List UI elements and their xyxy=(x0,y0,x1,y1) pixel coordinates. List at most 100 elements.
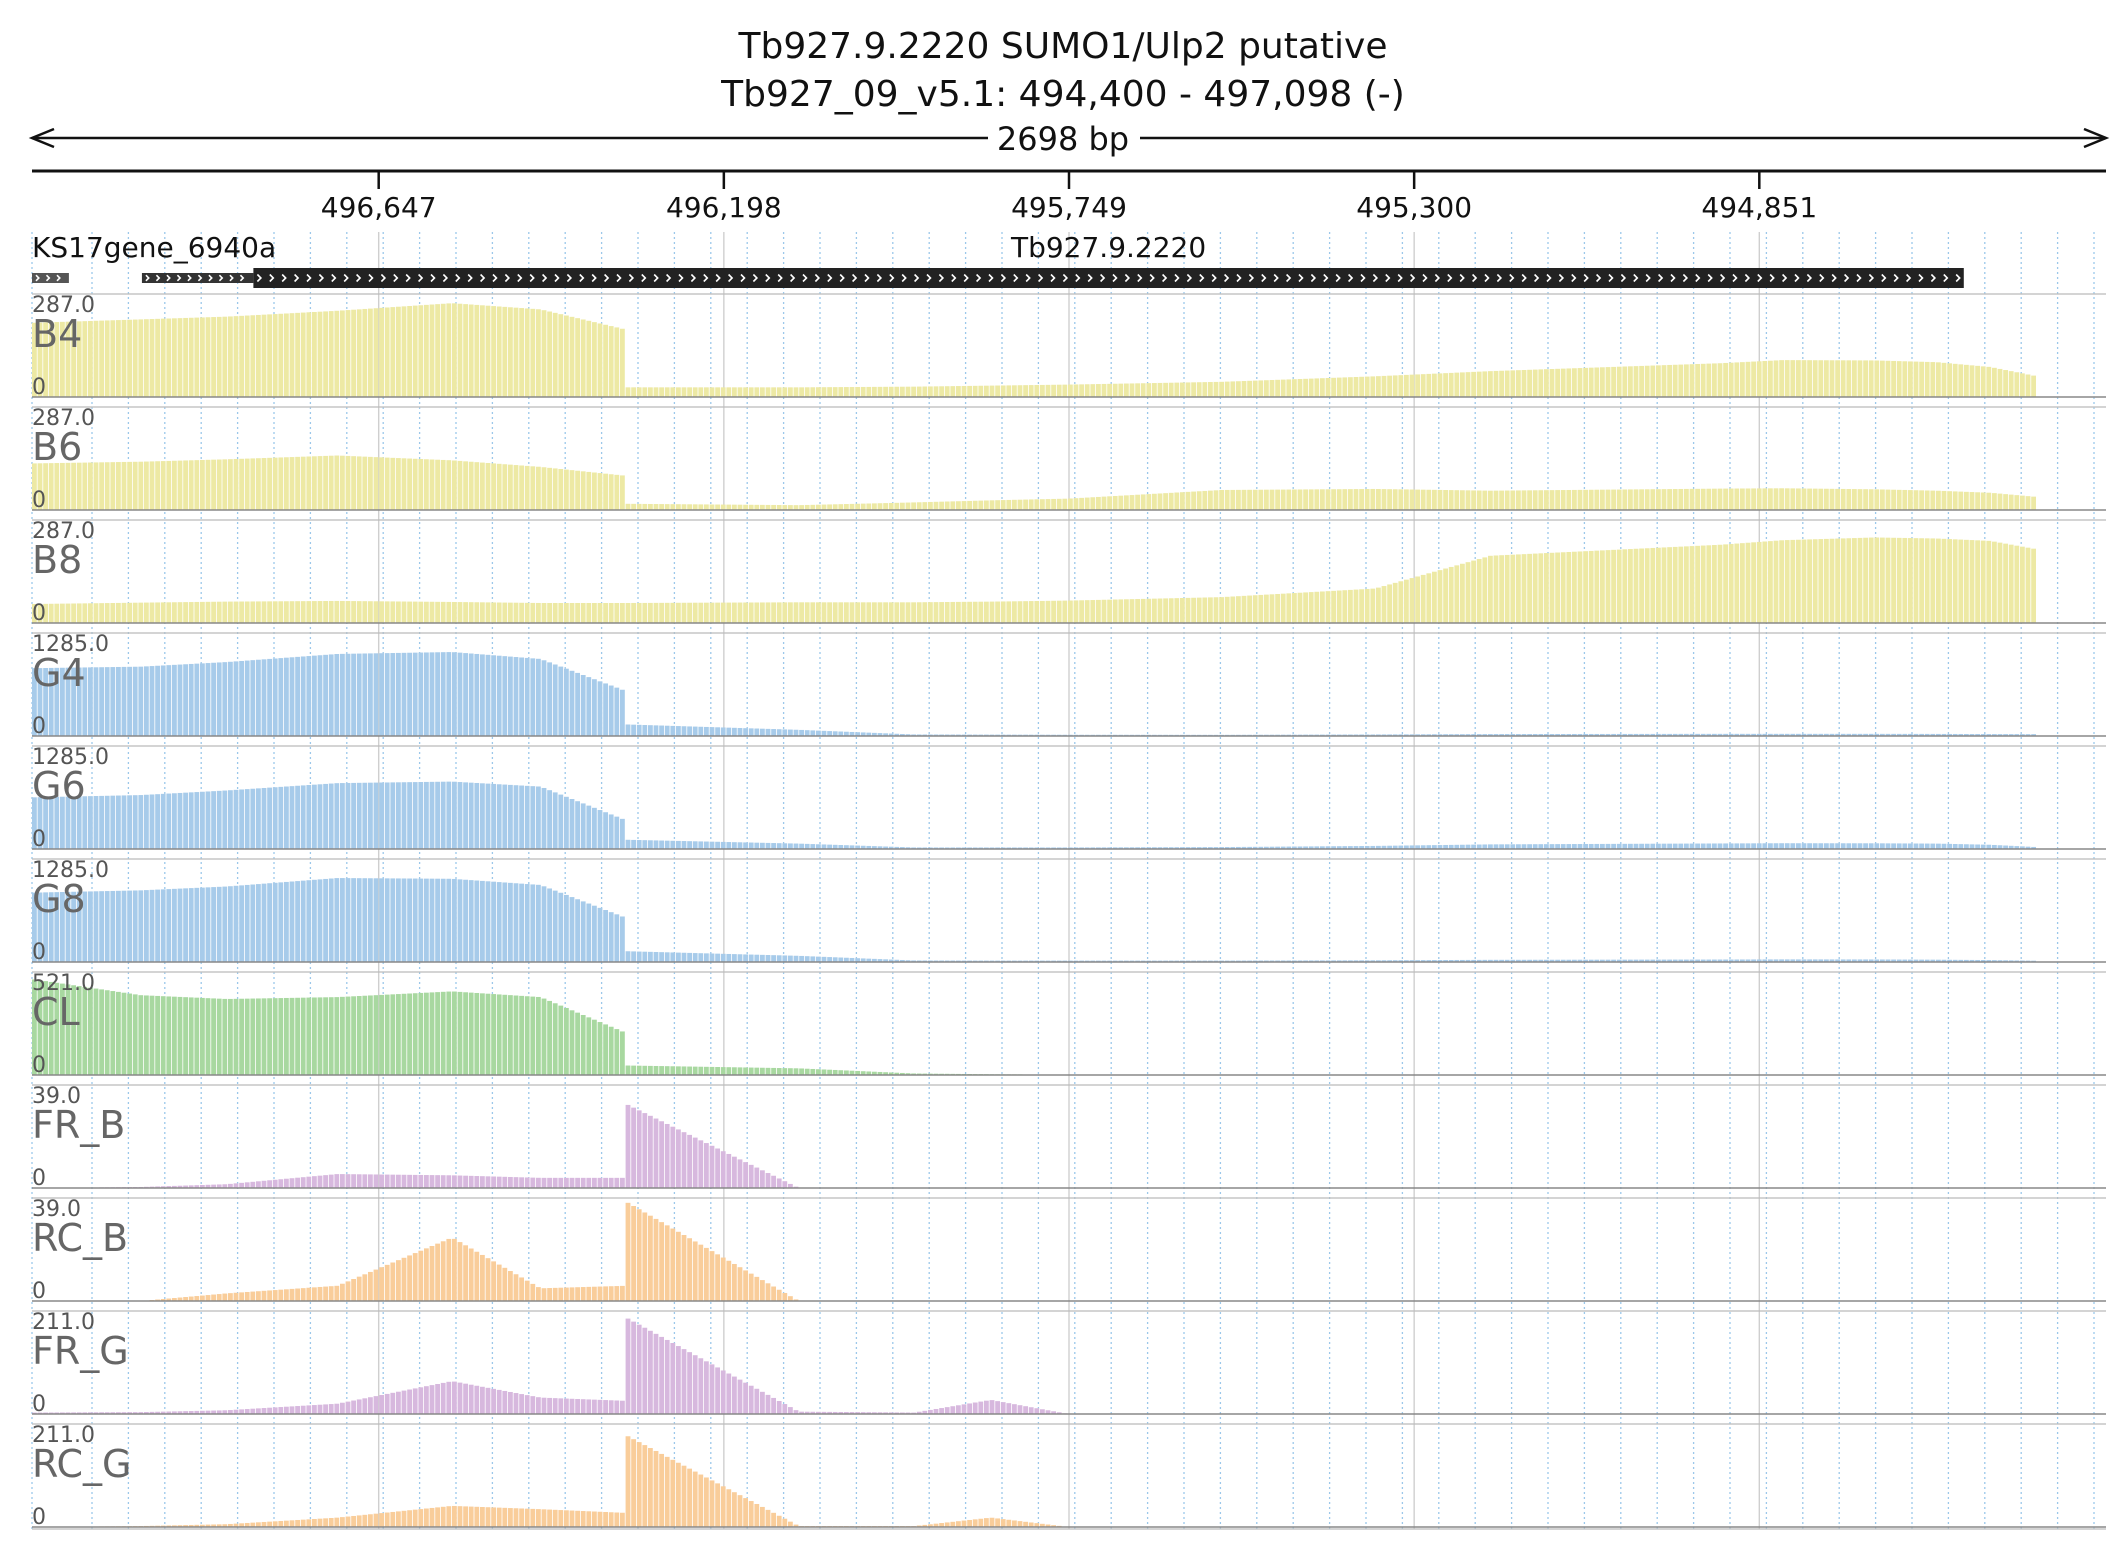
coverage-bar xyxy=(765,1067,771,1075)
coverage-bar xyxy=(1913,490,1919,510)
coverage-bar xyxy=(592,1286,597,1301)
coverage-bar xyxy=(603,683,608,736)
strand-chevron-icon xyxy=(1149,273,1155,283)
coverage-bar xyxy=(905,386,911,397)
coverage-bar xyxy=(1028,847,1034,849)
coverage-bar xyxy=(810,1411,816,1414)
coverage-bar xyxy=(93,667,99,736)
coverage-bar xyxy=(860,602,866,623)
coverage-bar xyxy=(144,995,149,1075)
coverage-bar xyxy=(295,1519,300,1527)
coverage-bar xyxy=(435,1384,440,1414)
coverage-bar xyxy=(989,847,995,849)
coverage-bar xyxy=(715,1483,720,1527)
coverage-bar xyxy=(379,994,384,1075)
coverage-bar xyxy=(1616,843,1622,849)
coverage-bar xyxy=(844,1070,849,1075)
coverage-bar xyxy=(1952,539,1958,623)
coverage-bar xyxy=(933,847,939,849)
gene-feature[interactable] xyxy=(253,268,1964,288)
coverage-bar xyxy=(1090,600,1096,623)
coverage-bar xyxy=(440,459,446,510)
coverage-bar xyxy=(334,455,340,510)
coverage-bar xyxy=(530,1396,536,1414)
strand-chevron-icon xyxy=(368,273,374,283)
coverage-bar xyxy=(905,1412,911,1414)
coverage-bar xyxy=(256,314,261,397)
coverage-bar xyxy=(1672,733,1678,736)
coverage-bar xyxy=(1325,846,1331,849)
coverage-bar xyxy=(799,955,804,962)
track-max-label: 521.0 xyxy=(32,971,95,996)
coverage-bar xyxy=(536,1509,541,1527)
coverage-bar xyxy=(754,842,760,849)
coverage-bar xyxy=(1600,367,1605,397)
coverage-bar xyxy=(631,1321,636,1414)
coverage-bar xyxy=(676,1066,681,1075)
coverage-bar xyxy=(216,790,222,849)
coverage-bar xyxy=(160,1186,166,1188)
coverage-bar xyxy=(603,324,608,397)
coverage-bar xyxy=(793,843,799,849)
coverage-bar xyxy=(1784,488,1790,510)
coverage-bar xyxy=(967,601,972,623)
coverage-bar xyxy=(1028,499,1034,510)
coverage-bar xyxy=(804,387,810,397)
coverage-bar xyxy=(648,951,653,962)
coverage-bar xyxy=(1773,488,1779,510)
gene-feature[interactable] xyxy=(32,273,69,283)
coverage-bar xyxy=(1051,847,1056,849)
gene-feature[interactable] xyxy=(141,273,254,283)
strand-chevron-icon xyxy=(517,273,523,283)
coverage-bar xyxy=(1717,363,1723,397)
coverage-bar xyxy=(1734,959,1740,962)
coverage-bar xyxy=(412,782,418,849)
coverage-bar xyxy=(1779,959,1784,962)
coverage-bar xyxy=(944,602,950,623)
coverage-bar xyxy=(1538,369,1544,397)
coverage-bar xyxy=(2014,960,2020,962)
coverage-bar xyxy=(1471,844,1476,849)
coverage-bar xyxy=(961,960,967,962)
coverage-bar xyxy=(1544,553,1549,623)
coverage-bar xyxy=(1185,491,1191,510)
coverage-bar xyxy=(1891,537,1896,623)
coverage-bar xyxy=(961,1404,967,1414)
coverage-bar xyxy=(1051,498,1056,510)
coverage-bar xyxy=(1359,734,1364,736)
coverage-bar xyxy=(1588,489,1594,510)
coverage-bar xyxy=(1510,370,1516,397)
coverage-bar xyxy=(1017,385,1023,397)
coverage-bar xyxy=(340,996,345,1075)
coverage-bar xyxy=(1796,733,1801,736)
coverage-bar xyxy=(631,503,636,510)
coverage-bar xyxy=(564,602,569,623)
coverage-bar xyxy=(116,890,121,962)
coverage-bar xyxy=(1728,362,1734,397)
coverage-bar xyxy=(250,458,256,510)
coverage-bar xyxy=(608,1026,614,1075)
coverage-bar xyxy=(261,1521,267,1527)
coverage-bar xyxy=(502,1267,508,1301)
coverage-bar xyxy=(1992,734,1997,736)
coverage-bar xyxy=(216,1524,222,1527)
coverage-bar xyxy=(1672,364,1678,397)
coverage-bar xyxy=(222,886,228,962)
coverage-bar xyxy=(816,844,821,849)
coverage-bar xyxy=(1303,960,1308,962)
coverage-bar xyxy=(1678,546,1684,623)
coverage-bar xyxy=(496,1264,502,1301)
coverage-bar xyxy=(452,878,457,962)
strand-chevron-icon xyxy=(1658,273,1664,283)
coverage-bar xyxy=(1835,538,1840,623)
coverage-bar xyxy=(1902,537,1908,623)
coverage-bar xyxy=(1432,373,1437,397)
coverage-bar xyxy=(1034,1523,1040,1527)
coverage-bar xyxy=(250,601,256,623)
coverage-bar xyxy=(928,1524,933,1527)
coverage-bar xyxy=(888,1412,894,1414)
coverage-bar xyxy=(1930,362,1936,397)
coverage-bar xyxy=(205,601,211,623)
coverage-bar xyxy=(99,603,104,623)
coverage-bar xyxy=(737,1267,743,1301)
